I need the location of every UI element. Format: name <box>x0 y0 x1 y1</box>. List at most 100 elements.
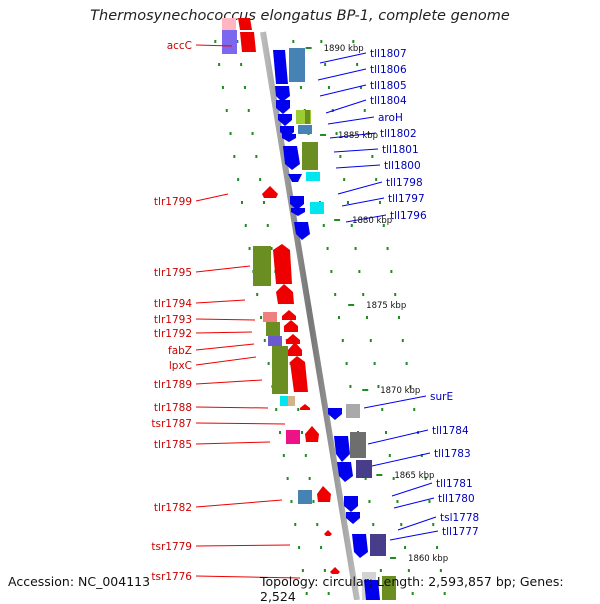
feature-tlr1785-arrow[interactable] <box>305 426 319 442</box>
forward-gene-label[interactable]: tlr1785 <box>154 439 192 451</box>
reverse-gene-label[interactable]: surE <box>430 391 453 403</box>
feature-tsr1776-arrow[interactable] <box>330 567 340 574</box>
feature-tll1797-arrow2 <box>291 208 305 216</box>
feature-tlr1795-arrow[interactable] <box>273 244 292 284</box>
forward-gene-label[interactable]: tsr1787 <box>151 418 192 430</box>
forward-gene-label[interactable]: tlr1782 <box>154 502 192 514</box>
feature-fabZ-cog[interactable] <box>268 336 282 346</box>
ruler-label: 1870 kbp <box>380 386 420 396</box>
feature-tsr1779-arrow[interactable] <box>324 530 332 536</box>
feature-top-pink <box>222 18 236 30</box>
reverse-gene-label[interactable]: tll1777 <box>442 526 479 538</box>
forward-gene-label[interactable]: tsr1776 <box>151 571 192 583</box>
feature-tlr1792-arrow[interactable] <box>284 320 298 332</box>
reverse-gene-label[interactable]: tll1780 <box>438 493 475 505</box>
feature-tlr1788-cog[interactable] <box>280 396 288 406</box>
feature-tll1806-arrow[interactable] <box>275 86 290 102</box>
feature-tll1797-arrow[interactable] <box>290 196 304 210</box>
reverse-gene-label[interactable]: tll1800 <box>384 160 421 172</box>
reverse-label-line <box>325 99 367 114</box>
feature-accC-cog[interactable] <box>222 30 237 54</box>
forward-gene-label[interactable]: tlr1789 <box>154 379 192 391</box>
forward-label-line <box>195 544 291 547</box>
feature-tll1800-arrow[interactable] <box>283 146 300 170</box>
ruler-label: 1885 kbp <box>338 131 378 141</box>
forward-gene-label[interactable]: tlr1793 <box>154 314 192 326</box>
forward-gene-label[interactable]: tlr1799 <box>154 196 192 208</box>
feature-lpxC-arrow[interactable] <box>288 342 302 356</box>
forward-gene-label[interactable]: tlr1792 <box>154 328 192 340</box>
feature-tll1807-arrow[interactable] <box>273 50 288 84</box>
reverse-gene-label[interactable]: tll1797 <box>388 193 425 205</box>
feature-tlr1782-cog[interactable] <box>298 490 312 504</box>
ruler-label: 1865 kbp <box>394 471 434 481</box>
feature-tlr1793-cog[interactable] <box>263 312 277 322</box>
reverse-label-line <box>319 84 367 97</box>
reverse-label-line <box>319 52 367 64</box>
forward-gene-label[interactable]: accC <box>167 40 192 52</box>
forward-label-line <box>195 193 229 202</box>
feature-fabZ-arrow[interactable] <box>286 334 300 344</box>
reverse-gene-label[interactable]: tll1805 <box>370 80 407 92</box>
ruler-label: 1880 kbp <box>352 216 392 226</box>
feature-tlr1794-arrow[interactable] <box>276 284 294 304</box>
feature-tlr1795-cog[interactable] <box>253 246 271 286</box>
feature-tll1781-arrow[interactable] <box>344 496 358 512</box>
forward-gene-label[interactable]: tlr1788 <box>154 402 192 414</box>
feature-tll1804-arrow[interactable] <box>278 114 292 126</box>
feature-tll1801-arrow[interactable] <box>282 134 296 142</box>
feature-tlr1793-arrow[interactable] <box>282 310 296 320</box>
feature-tll1784-cog[interactable] <box>350 432 366 458</box>
reverse-gene-label[interactable]: aroH <box>378 112 403 124</box>
feature-tll1783-cog[interactable] <box>356 460 372 478</box>
feature-accC-arrow[interactable] <box>240 32 256 52</box>
reverse-gene-label[interactable]: tll1798 <box>386 177 423 189</box>
feature-bottom-green <box>382 576 396 600</box>
reverse-gene-label[interactable]: tll1806 <box>370 64 407 76</box>
reverse-gene-label[interactable]: tll1796 <box>390 210 427 222</box>
feature-tll1798-cog[interactable] <box>306 172 320 181</box>
feature-tlr1785-cog[interactable] <box>286 430 300 444</box>
feature-tsr1787-arrow[interactable] <box>300 404 310 410</box>
reverse-gene-label[interactable]: tll1804 <box>370 95 407 107</box>
reverse-gene-label[interactable]: tll1802 <box>380 128 417 140</box>
reverse-gene-label[interactable]: tll1784 <box>432 425 469 437</box>
feature-tlr1789-arrow[interactable] <box>290 356 308 392</box>
forward-gene-label[interactable]: tlr1795 <box>154 267 192 279</box>
accession-text: Accession: NC_004113 <box>8 574 151 589</box>
reverse-gene-label[interactable]: tll1783 <box>434 448 471 460</box>
feature-tll1805-arrow[interactable] <box>276 100 290 114</box>
reverse-gene-label[interactable]: tll1801 <box>382 144 419 156</box>
forward-gene-label[interactable]: lpxC <box>169 360 192 372</box>
forward-label-line <box>195 265 251 273</box>
feature-surE-arrow[interactable] <box>328 408 342 420</box>
forward-gene-label[interactable]: tsr1779 <box>151 541 192 553</box>
feature-tlr1782-arrow[interactable] <box>317 486 331 502</box>
feature-tll1802-cog[interactable] <box>298 125 312 134</box>
feature-tll1780-arrow[interactable] <box>346 512 360 524</box>
feature-tll1796-arrow[interactable] <box>294 222 310 240</box>
forward-gene-label[interactable]: fabZ <box>168 345 192 357</box>
forward-gene-label[interactable]: tlr1794 <box>154 298 192 310</box>
feature-tll1807-cog[interactable] <box>289 48 305 82</box>
feature-tll1800-cog[interactable] <box>302 142 318 170</box>
feature-tll1798-arrow[interactable] <box>288 174 302 182</box>
feature-tll1784-arrow[interactable] <box>334 436 350 462</box>
forward-label-line <box>195 44 233 47</box>
feature-tlr1789-cog[interactable] <box>272 346 288 394</box>
reverse-gene-label[interactable]: tll1807 <box>370 48 407 60</box>
feature-tlr1799-arrow[interactable] <box>262 186 278 198</box>
reverse-gene-label[interactable]: tll1781 <box>436 478 473 490</box>
ruler-label: 1860 kbp <box>408 554 448 564</box>
reverse-label-line <box>337 181 383 195</box>
feature-tsl1778-arrow[interactable] <box>352 534 368 558</box>
feature-tll1783-arrow[interactable] <box>337 462 353 482</box>
reverse-label-line <box>333 148 379 153</box>
reverse-label-line <box>393 497 435 509</box>
feature-tll1777-cog[interactable] <box>370 534 386 556</box>
forward-label-line <box>195 422 286 425</box>
reverse-gene-label[interactable]: tsl1778 <box>440 512 479 524</box>
feature-tll1796-cog[interactable] <box>310 202 324 214</box>
feature-tlr1792-cog[interactable] <box>266 322 280 336</box>
feature-surE-cog[interactable] <box>346 404 360 418</box>
